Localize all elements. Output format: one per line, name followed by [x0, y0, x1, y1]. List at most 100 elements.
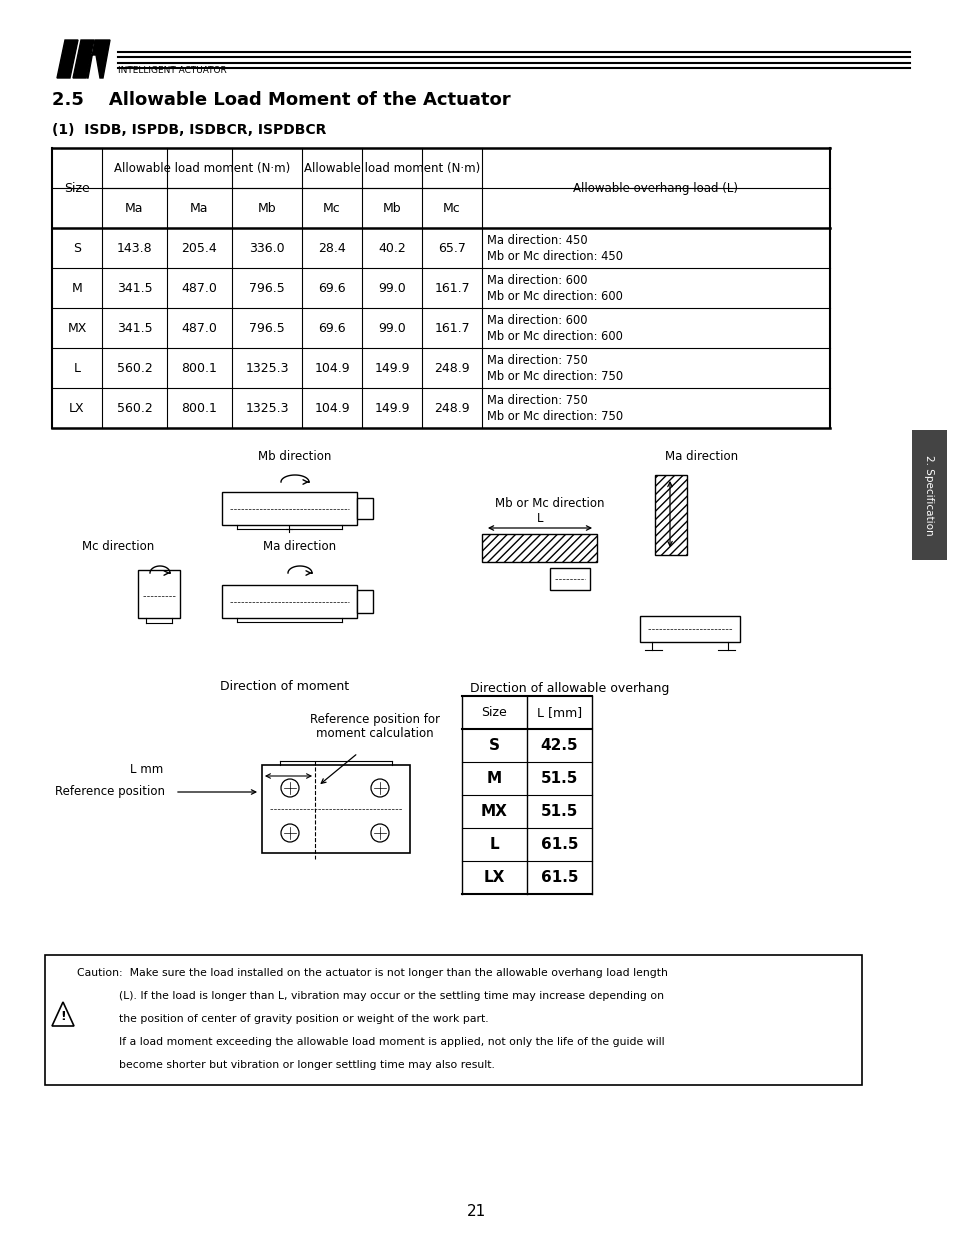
Text: 21: 21: [467, 1204, 486, 1219]
Text: 560.2: 560.2: [116, 401, 152, 415]
Text: S: S: [73, 242, 81, 254]
Text: 1325.3: 1325.3: [245, 362, 289, 374]
Text: Reference position for: Reference position for: [310, 713, 439, 726]
Bar: [138, 571, 180, 618]
Bar: [262, 764, 410, 853]
Text: Mc direction: Mc direction: [82, 540, 154, 553]
Text: M: M: [486, 771, 501, 785]
Text: LX: LX: [483, 869, 505, 885]
Text: Mb or Mc direction: Mb or Mc direction: [495, 496, 604, 510]
Text: 104.9: 104.9: [314, 362, 350, 374]
Text: 99.0: 99.0: [377, 282, 405, 294]
Text: 248.9: 248.9: [434, 362, 469, 374]
Text: Ma: Ma: [125, 201, 144, 215]
Bar: [639, 616, 740, 642]
Text: MX: MX: [480, 804, 507, 819]
Text: 69.6: 69.6: [318, 321, 345, 335]
Polygon shape: [73, 40, 94, 78]
Text: L: L: [73, 362, 80, 374]
Text: 99.0: 99.0: [377, 321, 405, 335]
Text: moment calculation: moment calculation: [315, 727, 434, 740]
Polygon shape: [52, 1002, 74, 1026]
Bar: [655, 475, 686, 555]
Text: MX: MX: [68, 321, 87, 335]
Bar: [222, 492, 356, 525]
Text: 143.8: 143.8: [116, 242, 152, 254]
Text: 149.9: 149.9: [374, 362, 410, 374]
Text: Allowable load moment (N·m): Allowable load moment (N·m): [113, 162, 290, 174]
Text: Caution:  Make sure the load installed on the actuator is not longer than the al: Caution: Make sure the load installed on…: [77, 968, 667, 978]
Text: Mb or Mc direction: 750: Mb or Mc direction: 750: [486, 410, 622, 422]
Text: M: M: [71, 282, 82, 294]
Text: 796.5: 796.5: [249, 321, 285, 335]
Text: 341.5: 341.5: [116, 321, 152, 335]
Text: Mb or Mc direction: 600: Mb or Mc direction: 600: [486, 289, 622, 303]
Text: 341.5: 341.5: [116, 282, 152, 294]
Text: 149.9: 149.9: [374, 401, 410, 415]
Text: L mm: L mm: [130, 763, 163, 776]
Text: LX: LX: [70, 401, 85, 415]
Text: Mb: Mb: [257, 201, 276, 215]
Text: If a load moment exceeding the allowable load moment is applied, not only the li: If a load moment exceeding the allowable…: [77, 1037, 664, 1047]
Text: Mb: Mb: [382, 201, 401, 215]
Text: 336.0: 336.0: [249, 242, 285, 254]
Text: Direction of allowable overhang: Direction of allowable overhang: [470, 682, 669, 695]
Text: Mb or Mc direction: 450: Mb or Mc direction: 450: [486, 249, 622, 263]
Text: 65.7: 65.7: [437, 242, 465, 254]
Text: 104.9: 104.9: [314, 401, 350, 415]
Text: Mb direction: Mb direction: [258, 450, 332, 463]
Bar: [222, 585, 356, 618]
Text: the position of center of gravity position or weight of the work part.: the position of center of gravity positi…: [77, 1014, 488, 1024]
Text: become shorter but vibration or longer settling time may also result.: become shorter but vibration or longer s…: [77, 1060, 495, 1070]
Text: 487.0: 487.0: [181, 282, 217, 294]
Polygon shape: [87, 40, 110, 78]
Text: 161.7: 161.7: [434, 321, 469, 335]
Text: Direction of moment: Direction of moment: [220, 680, 349, 693]
Text: 487.0: 487.0: [181, 321, 217, 335]
Text: 40.2: 40.2: [377, 242, 405, 254]
Text: 2.5    Allowable Load Moment of the Actuator: 2.5 Allowable Load Moment of the Actuato…: [52, 91, 510, 109]
Text: Mb or Mc direction: 750: Mb or Mc direction: 750: [486, 369, 622, 383]
Text: Ma direction: Ma direction: [664, 450, 738, 463]
Text: Ma direction: 600: Ma direction: 600: [486, 273, 587, 287]
Text: Size: Size: [481, 706, 507, 719]
Text: 796.5: 796.5: [249, 282, 285, 294]
Text: 1325.3: 1325.3: [245, 401, 289, 415]
Text: 800.1: 800.1: [181, 362, 217, 374]
Bar: [356, 498, 373, 519]
Text: Mc: Mc: [323, 201, 340, 215]
Text: Ma direction: 600: Ma direction: 600: [486, 314, 587, 326]
Text: 248.9: 248.9: [434, 401, 469, 415]
Text: 42.5: 42.5: [540, 739, 578, 753]
Text: Ma direction: 750: Ma direction: 750: [486, 394, 587, 406]
Text: 800.1: 800.1: [181, 401, 217, 415]
Text: Ma direction: 750: Ma direction: 750: [486, 353, 587, 367]
Text: 61.5: 61.5: [540, 837, 578, 852]
Text: 69.6: 69.6: [318, 282, 345, 294]
Text: Ma: Ma: [190, 201, 209, 215]
Text: 61.5: 61.5: [540, 869, 578, 885]
Text: Allowable overhang load (L): Allowable overhang load (L): [573, 182, 738, 194]
Text: Size: Size: [64, 182, 90, 194]
Text: L: L: [537, 511, 542, 525]
Text: 205.4: 205.4: [181, 242, 217, 254]
Bar: [356, 590, 373, 613]
Text: Ma direction: Ma direction: [263, 540, 336, 553]
Text: 28.4: 28.4: [317, 242, 346, 254]
Bar: [911, 430, 946, 559]
Text: S: S: [489, 739, 499, 753]
Text: Ma direction: 450: Ma direction: 450: [486, 233, 587, 247]
Text: !: !: [60, 1010, 66, 1024]
Text: 51.5: 51.5: [540, 804, 578, 819]
Text: 560.2: 560.2: [116, 362, 152, 374]
Text: 2. Specification: 2. Specification: [923, 454, 933, 535]
Text: L: L: [489, 837, 498, 852]
Bar: [45, 955, 862, 1086]
Text: Mb or Mc direction: 600: Mb or Mc direction: 600: [486, 330, 622, 342]
Text: L [mm]: L [mm]: [537, 706, 581, 719]
Text: 161.7: 161.7: [434, 282, 469, 294]
Text: (1)  ISDB, ISPDB, ISDBCR, ISPDBCR: (1) ISDB, ISPDB, ISDBCR, ISPDBCR: [52, 124, 326, 137]
Text: INTELLIGENT ACTUATOR: INTELLIGENT ACTUATOR: [118, 65, 227, 74]
Text: 51.5: 51.5: [540, 771, 578, 785]
Text: Mc: Mc: [442, 201, 460, 215]
